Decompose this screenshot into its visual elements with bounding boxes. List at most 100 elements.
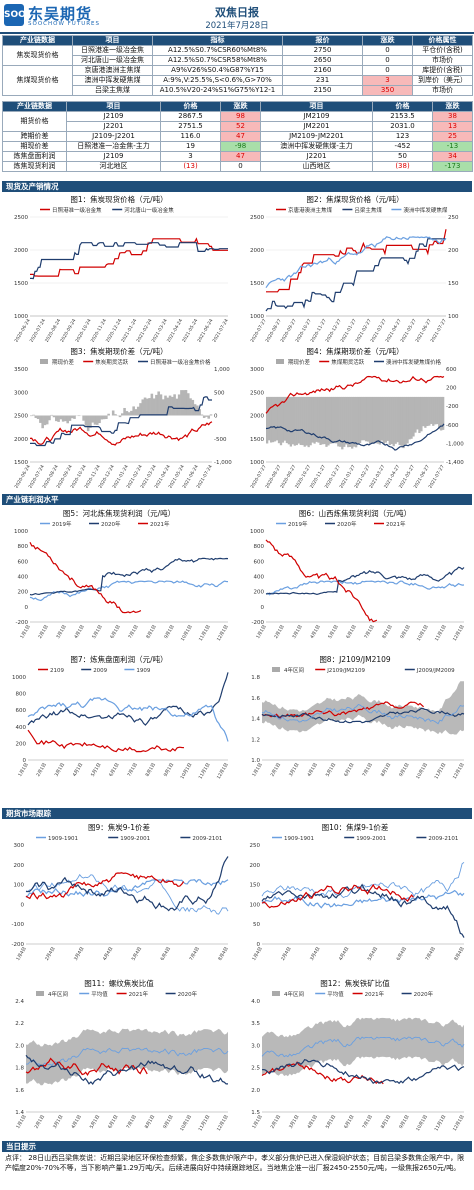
svg-text:澳洲中挥发硬焦煤价格: 澳洲中挥发硬焦煤价格 [386,358,442,366]
basis-bar [418,396,421,434]
basis-bar [426,396,429,427]
series-line [261,1036,465,1058]
basis-bar [305,396,308,446]
chart-title: 图3：焦炭期现价差（元/吨） [70,347,168,356]
series-line [261,862,465,899]
legend-entry: 4年区间 [272,990,304,998]
basis-bar [341,396,344,450]
range-band [262,1017,464,1077]
y-tick-label: 1000 [250,460,264,466]
legend-entry: 2020年 [325,520,357,528]
chart-title: 图1：焦炭现货价格（元/吨） [70,195,168,204]
price-cell: (13) [160,161,221,172]
x-tick-label: 11月1日 [198,762,212,780]
price-cell: 2150 [282,85,363,96]
header-cell: 价格 [160,101,221,112]
basis-bar [376,396,380,444]
basis-bar [36,415,40,420]
legend-entry: 2021年 [116,990,149,998]
basis-bar [107,413,110,416]
x-tick-label: 7月1日 [361,762,374,778]
item-cell: 日照港准一冶金焦-主力 [66,141,161,152]
svg-text:J2009/JM2009: J2009/JM2009 [416,668,455,674]
svg-text:2020年: 2020年 [337,520,357,528]
y-tick-label: 2000 [250,414,264,420]
price-cell: -452 [372,141,433,152]
x-tick-label: 5月4日 [367,946,380,962]
chart-coke-basis: 图3：焦炭期现价差（元/吨） 期现价差 焦炭期货活跃 日照港准一级冶金焦价格 3500 3… [4,346,234,488]
table-row: 吕梁主焦煤 A10.5%V20-24%S1%G75%Y12-1 2150 350… [3,85,473,96]
change-cell: -13 [432,141,473,152]
x-tick-label: 6月1日 [109,624,122,640]
chart-title: 图6：山西炼焦现货利润（元/吨） [298,509,412,518]
basis-bar [353,396,356,447]
header-cell: 项目 [66,101,161,112]
basis-bar [394,396,397,444]
item-cell: 山西地区 [260,161,373,172]
svg-text:4年区间: 4年区间 [284,990,304,998]
price-cell: 2160 [282,65,363,76]
legend-entry: 吕梁主焦煤 [342,206,382,214]
y-tick-label: 2500 [14,215,28,221]
y-tick-label: 1.4 [15,1110,24,1116]
y-tick-label: 100 [14,883,25,889]
basis-bar [155,394,158,416]
series-line [25,873,229,915]
basis-bar [139,403,142,416]
change-cell: 38 [432,111,473,122]
svg-text:日照港准一级冶金焦: 日照港准一级冶金焦 [52,206,102,214]
svg-text:2021年: 2021年 [386,520,406,528]
x-tick-label: 8月1日 [144,1114,157,1130]
legend-entry: 2020年 [89,520,121,528]
y-tick-label: 1500 [14,460,28,466]
basis-bar [410,396,413,439]
y-tick-label: 400 [16,725,27,731]
chart-coal-basis: 图4：焦煤期现价差（元/吨） 期现价差 焦煤期货活跃 澳洲中挥发硬焦煤价格 3000 25… [240,346,470,488]
x-tick-label: 12月1日 [452,762,466,780]
x-tick-label: 9月1日 [163,762,176,778]
basis-bar [34,415,38,418]
chart-coke-9-1-spread: 图9：焦炭9-1价差1909-19011909-20012009-2101210… [4,822,234,970]
header-cell: 产业链数据 [2,35,73,46]
basis-bar [102,415,106,420]
y-tick-label: 3500 [14,367,28,373]
price-cell: 231 [282,75,363,86]
x-tick-label: 10月1日 [416,624,430,642]
svg-text:J2109/JM2109: J2109/JM2109 [326,668,365,674]
y-tick-label: 2.5 [251,1066,260,1072]
y-tick-label-right: 100 [448,314,459,320]
row-label: 期现价差 [2,141,67,152]
basis-bar [93,415,97,425]
x-tick-label: 3月1日 [288,762,301,778]
y-tick-label: 2500 [250,390,264,396]
legend-entry: 1909 [124,668,151,674]
basis-bar [301,396,304,446]
change-cell: 98 [220,111,261,122]
y-tick-label: 300 [14,843,25,849]
svg-text:澳洲中挥发硬焦煤: 澳洲中挥发硬焦煤 [403,206,448,214]
row-label: 跨期价差 [2,131,67,142]
y-tick-label: 1.4 [251,717,260,723]
series-line [265,375,445,414]
basis-bar [271,396,275,443]
basis-bar [281,396,285,443]
basis-bar [432,396,435,426]
svg-text:2009-2101: 2009-2101 [192,836,222,842]
x-tick-label: 12月1日 [452,624,466,642]
change-cell: 0 [362,55,413,66]
x-tick-label: 1月1日 [255,624,268,640]
spec-cell: A:9%,V:25.5%,S<0.6%,G>70% [152,75,283,86]
x-tick-label: 7月1日 [361,1114,374,1130]
change-cell: 25 [432,131,473,142]
y-tick-label: 0 [25,605,29,611]
basis-bar [362,396,366,441]
x-tick-label: 11月1日 [198,624,212,642]
y-tick-label-right: -500 [214,437,227,443]
futures-table: 产业链数据 项目 价格 涨跌 项目 价格 涨跌 期货价格 J2109 2867.… [2,101,473,172]
x-tick-label: 11月1日 [433,1114,447,1132]
attr-cell: 市场价 [412,85,473,96]
svg-text:1909-2001: 1909-2001 [120,836,150,842]
y-tick-label: 1.6 [15,1088,24,1094]
item-cell: JM2201 [260,121,373,132]
